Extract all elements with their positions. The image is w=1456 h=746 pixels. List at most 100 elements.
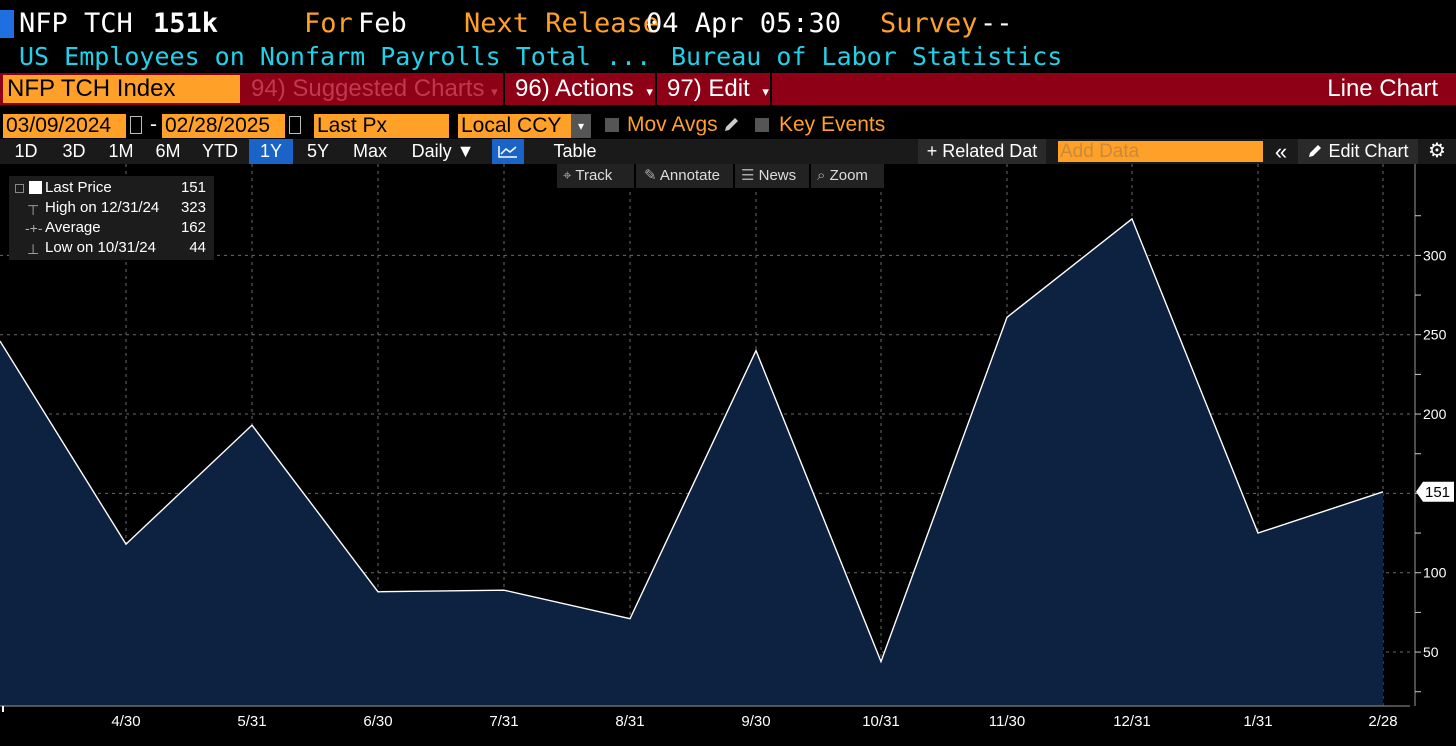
pencil-icon [1309, 145, 1322, 157]
start-date-field[interactable]: 03/09/2024 [3, 114, 126, 138]
frequency-selector[interactable]: Daily ▼ [411, 141, 475, 161]
crosshair-icon: ⌖ [563, 167, 572, 184]
x-tick-label: 12/31 [1113, 713, 1151, 730]
range-button-1d[interactable]: 1D [14, 141, 38, 161]
add-data-input[interactable]: Add Data [1058, 141, 1263, 162]
data-source: Bureau of Labor Statistics [671, 42, 1063, 71]
security-description: US Employees on Nonfarm Payrolls Total .… [19, 42, 652, 71]
key-events-label: Key Events [779, 113, 886, 136]
chart-type-label: Line Chart [1327, 75, 1438, 102]
average-marker-icon: -+- [25, 220, 43, 236]
y-tick-label: 250 [1423, 327, 1447, 343]
x-tick-label: 4/30 [111, 713, 140, 730]
security-input[interactable]: NFP TCH Index [3, 75, 240, 103]
security-indicator [0, 10, 14, 38]
collapse-icon[interactable]: « [1274, 139, 1288, 164]
edit-chart-button[interactable]: Edit Chart [1298, 139, 1418, 164]
actions-button[interactable]: 96) Actions ▾ [507, 73, 657, 105]
suggested-charts-button[interactable]: 94) Suggested Charts ▾ [243, 73, 505, 105]
survey-value: -- [980, 8, 1013, 39]
x-tick-label: 11/30 [989, 713, 1025, 730]
x-tick-label: 10/31 [862, 713, 900, 730]
low-marker-icon: ⊥ [27, 241, 40, 257]
annotate-button[interactable]: ✎ Annotate [636, 164, 733, 188]
pencil-icon[interactable] [722, 116, 740, 134]
series-swatch-icon [29, 181, 42, 194]
chevron-down-icon: ▾ [762, 84, 769, 99]
edit-chart-label: Edit Chart [1328, 141, 1409, 161]
line-chart-icon [498, 146, 517, 158]
last-value-label: 151 [1425, 484, 1450, 501]
chevron-down-icon: ▾ [646, 84, 653, 99]
chevron-down-icon[interactable]: ▾ [571, 114, 591, 138]
gear-icon[interactable]: ⚙ [1428, 140, 1446, 162]
pencil-icon: ✎ [644, 167, 657, 184]
x-tick-label: 2/28 [1368, 713, 1397, 730]
news-icon: ☰ [741, 167, 755, 184]
mov-avgs-checkbox[interactable] [605, 118, 619, 132]
legend-value: 323 [180, 199, 206, 216]
legend-item[interactable]: Last Price 151 [9, 178, 214, 198]
zoom-button[interactable]: ⌕ Zoom [811, 164, 884, 188]
area-fill [0, 218, 1383, 707]
search-icon: ⌕ [817, 167, 826, 184]
range-button-6m[interactable]: 6M [155, 141, 181, 161]
ticker-label: NFP TCH [19, 8, 133, 39]
chevron-down-icon: ▾ [491, 84, 498, 99]
news-button[interactable]: ☰ News [735, 164, 809, 188]
legend-value: 162 [180, 219, 206, 236]
series-line [0, 217, 1384, 664]
actions-label: 96) Actions [515, 75, 634, 102]
end-date-field[interactable]: 02/28/2025 [162, 114, 285, 138]
zoom-label: Zoom [829, 167, 868, 184]
range-button-3d[interactable]: 3D [62, 141, 86, 161]
track-button[interactable]: ⌖ Track [557, 164, 634, 188]
x-tick-label: 5/31 [237, 713, 266, 730]
legend-name: Low on 10/31/24 [45, 239, 156, 256]
calendar-icon[interactable] [289, 116, 301, 134]
field-selector[interactable]: Last Px [314, 114, 449, 138]
y-tick-label: 100 [1423, 565, 1447, 581]
next-release-label: Next Release [464, 8, 660, 39]
range-button-1m[interactable]: 1M [108, 141, 134, 161]
news-label: News [758, 167, 797, 184]
edit-label: 97) Edit [667, 75, 750, 102]
range-button-1y[interactable]: 1Y [249, 139, 293, 164]
next-release-value: 04 Apr 05:30 [646, 8, 842, 39]
last-value: 151k [153, 8, 219, 39]
range-button-max[interactable]: Max [352, 141, 387, 161]
y-tick-label: 50 [1423, 644, 1439, 660]
x-tick-label: 6/30 [363, 713, 392, 730]
legend-item[interactable]: ⊥ Low on 10/31/24 44 [9, 238, 214, 258]
y-tick-label: 200 [1423, 406, 1447, 422]
collapse-icon[interactable] [15, 184, 24, 193]
mov-avgs-label: Mov Avgs [627, 113, 718, 136]
price-chart[interactable]: 4/30 5/31 6/30 7/31 8/31 9/30 10/31 11/30 12/31 1… [0, 164, 1456, 746]
high-marker-icon: ⊤ [27, 202, 40, 218]
line-chart-toggle[interactable] [492, 139, 524, 164]
for-value: Feb [358, 8, 407, 39]
for-label: For [304, 8, 353, 39]
x-tick-label: 1/31 [1243, 713, 1272, 730]
currency-selector[interactable]: Local CCY [458, 114, 571, 138]
key-events-checkbox[interactable] [755, 118, 769, 132]
legend-item[interactable]: ⊤ High on 12/31/24 323 [9, 198, 214, 218]
x-tick-label: 9/30 [741, 713, 770, 730]
range-button-5y[interactable]: 5Y [306, 141, 330, 161]
table-button[interactable]: Table [553, 141, 597, 161]
related-data-button[interactable]: + Related Dat [918, 139, 1046, 164]
function-toolbar: 94) Suggested Charts ▾ 96) Actions ▾ 97)… [0, 73, 1456, 105]
y-tick-label: 300 [1423, 247, 1447, 263]
legend-value: 151 [180, 179, 206, 196]
legend-name: Last Price [45, 179, 112, 196]
legend-name: High on 12/31/24 [45, 199, 160, 216]
annotate-label: Annotate [659, 167, 720, 184]
legend-item[interactable]: -+- Average 162 [9, 218, 214, 238]
date-separator: - [150, 113, 157, 136]
range-button-ytd[interactable]: YTD [202, 141, 238, 161]
chart-legend: Last Price 151 ⊤ High on 12/31/24 323 -+… [9, 176, 214, 260]
calendar-icon[interactable] [130, 116, 142, 134]
last-value-tag [1416, 481, 1454, 502]
edit-button[interactable]: 97) Edit ▾ [659, 73, 772, 105]
x-tick-label: 7/31 [489, 713, 518, 730]
